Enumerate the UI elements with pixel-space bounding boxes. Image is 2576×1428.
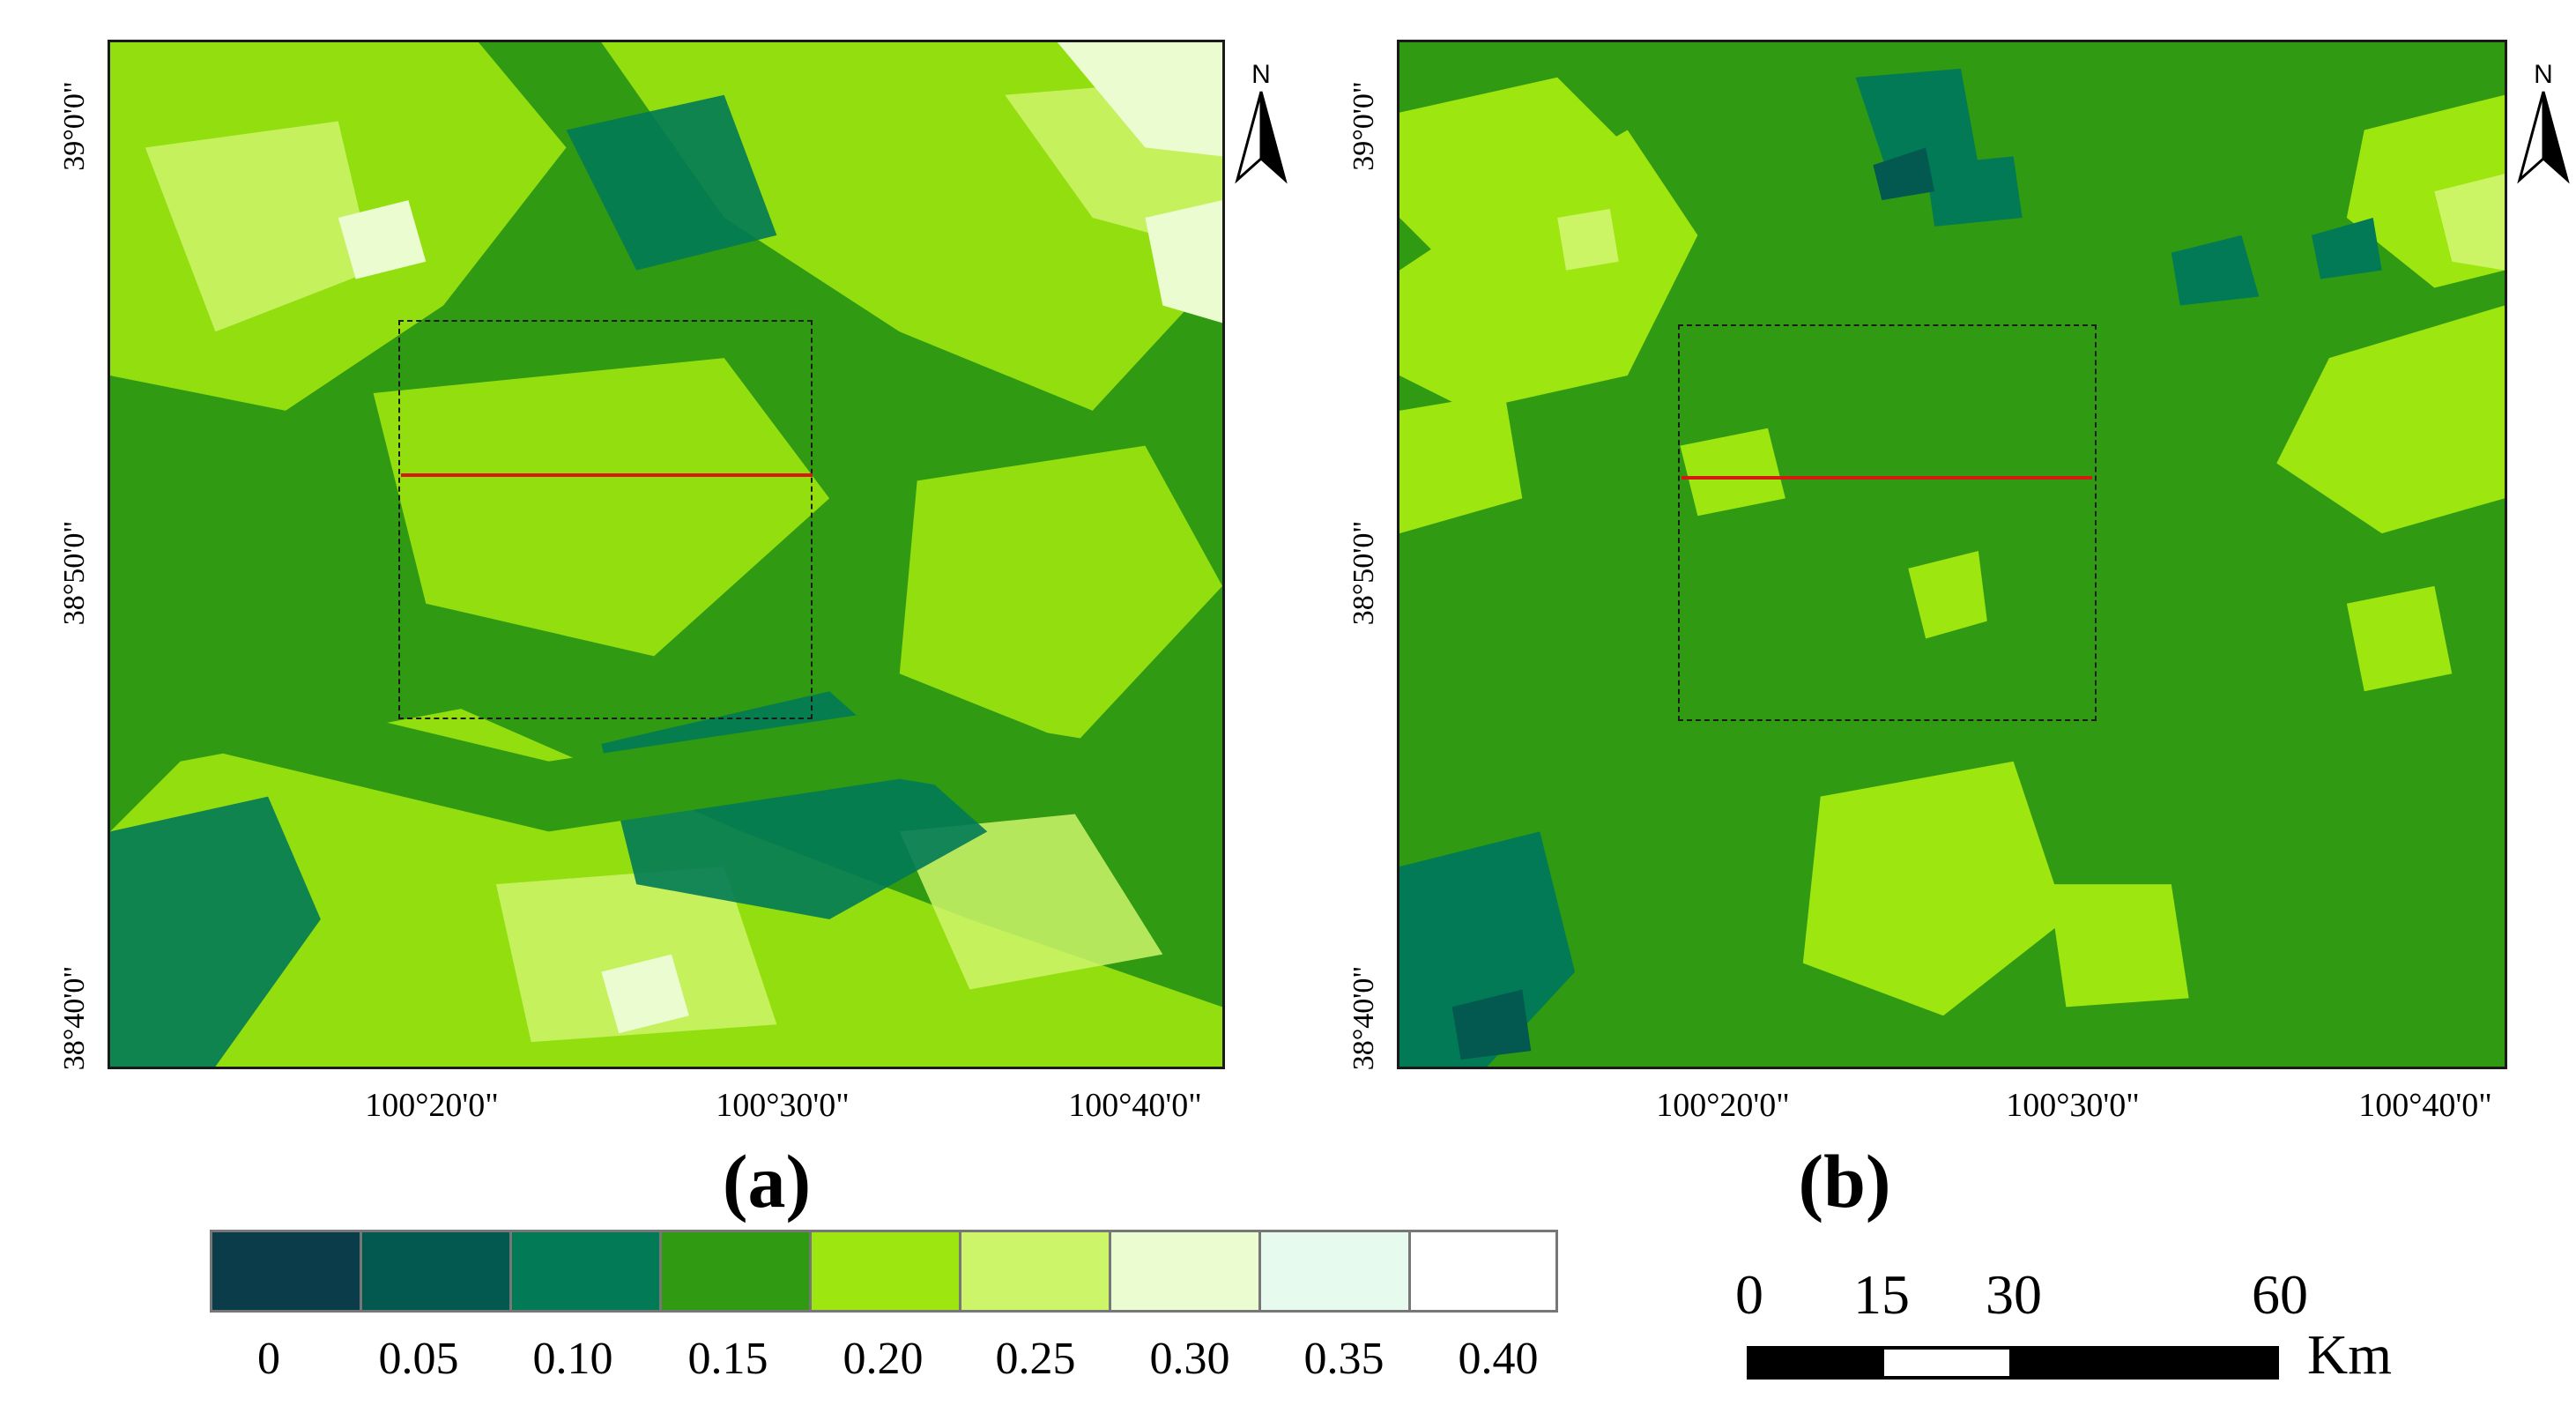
north-arrow: N (2514, 62, 2572, 190)
legend-swatch (1258, 1232, 1408, 1310)
legend-swatch (1408, 1232, 1558, 1310)
lon-label: 100°40'0" (1068, 1087, 1202, 1124)
lat-label: 39°0'0" (58, 81, 91, 171)
legend-label: 0.20 (843, 1334, 924, 1384)
north-arrow-icon (1235, 91, 1288, 184)
lat-label: 38°40'0" (1347, 965, 1380, 1071)
scale-bar-segment (1747, 1346, 1881, 1380)
color-legend (210, 1230, 1558, 1313)
legend-swatch (659, 1232, 809, 1310)
legend-label: 0.10 (532, 1334, 613, 1384)
map-panel-b (1397, 40, 2507, 1069)
legend-label: 0.30 (1149, 1334, 1230, 1384)
lon-label: 100°20'0" (1656, 1087, 1790, 1124)
lon-label: 100°30'0" (716, 1087, 850, 1124)
scale-label: 15 (1853, 1263, 1910, 1326)
legend-label: 0.05 (378, 1334, 459, 1384)
north-letter: N (1251, 60, 1271, 89)
lat-label: 38°50'0" (1347, 520, 1380, 626)
legend-swatch (360, 1232, 509, 1310)
north-letter: N (2534, 60, 2553, 89)
transect-line (1681, 476, 2092, 480)
scale-unit: Km (2307, 1323, 2392, 1386)
scale-bar-segment (1881, 1346, 2013, 1380)
legend-swatch (1109, 1232, 1258, 1310)
lat-label: 38°40'0" (58, 965, 91, 1071)
legend-swatch (959, 1232, 1109, 1310)
legend-label: 0 (257, 1334, 280, 1384)
map-b-raster (1399, 42, 2505, 1067)
lat-label: 39°0'0" (1347, 81, 1380, 171)
lat-label: 38°50'0" (58, 520, 91, 626)
north-arrow-icon (2517, 91, 2570, 184)
legend-label: 0.25 (995, 1334, 1076, 1384)
scale-label: 30 (1986, 1263, 2042, 1326)
map-panel-a (108, 40, 1225, 1069)
transect-line (401, 473, 813, 477)
scale-bar-segment (2013, 1346, 2279, 1380)
panel-caption-b: (b) (1798, 1139, 1891, 1223)
legend-swatch (509, 1232, 659, 1310)
map-a-raster (110, 42, 1222, 1067)
lon-label: 100°20'0" (365, 1087, 499, 1124)
legend-swatch (809, 1232, 959, 1310)
legend-label: 0.40 (1458, 1334, 1539, 1384)
panel-caption-a: (a) (722, 1139, 812, 1223)
lon-label: 100°40'0" (2358, 1087, 2492, 1124)
north-arrow: N (1232, 62, 1290, 190)
study-area-box (398, 320, 813, 719)
legend-label: 0.35 (1303, 1334, 1385, 1384)
legend-label: 0.15 (687, 1334, 768, 1384)
legend-swatch (210, 1232, 360, 1310)
scale-label: 60 (2252, 1263, 2308, 1326)
study-area-box (1678, 324, 2097, 721)
scale-label: 0 (1735, 1263, 1763, 1326)
lon-label: 100°30'0" (2006, 1087, 2140, 1124)
